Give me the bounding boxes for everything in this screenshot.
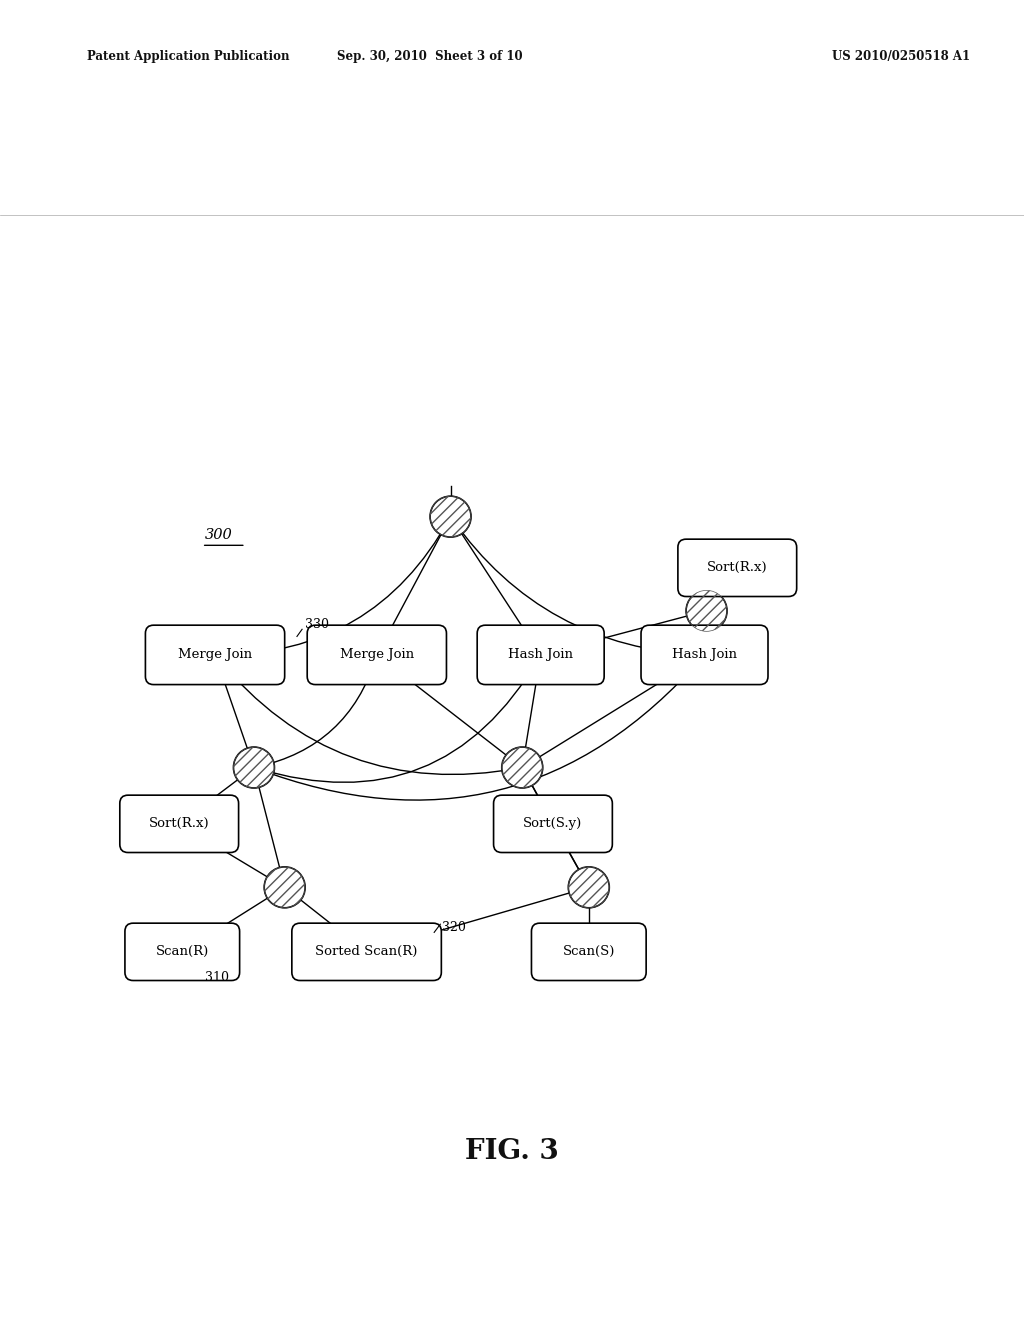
Text: 310: 310: [205, 972, 228, 985]
FancyArrowPatch shape: [524, 656, 702, 766]
Circle shape: [686, 590, 727, 631]
Text: Merge Join: Merge Join: [178, 648, 252, 661]
Text: Hash Join: Hash Join: [508, 648, 573, 661]
Circle shape: [430, 496, 471, 537]
Text: 320: 320: [442, 921, 466, 935]
FancyBboxPatch shape: [494, 795, 612, 853]
FancyArrowPatch shape: [453, 519, 701, 655]
FancyBboxPatch shape: [292, 923, 441, 981]
Circle shape: [502, 747, 543, 788]
Text: Hash Join: Hash Join: [672, 648, 737, 661]
Text: FIG. 3: FIG. 3: [465, 1138, 559, 1164]
Circle shape: [233, 747, 274, 788]
FancyBboxPatch shape: [145, 626, 285, 685]
FancyBboxPatch shape: [531, 923, 646, 981]
Text: Sort(R.x): Sort(R.x): [148, 817, 210, 830]
FancyArrowPatch shape: [216, 657, 253, 764]
FancyBboxPatch shape: [307, 626, 446, 685]
Text: Patent Application Publication: Patent Application Publication: [87, 50, 290, 63]
FancyBboxPatch shape: [125, 923, 240, 981]
FancyArrowPatch shape: [257, 657, 376, 767]
Text: Merge Join: Merge Join: [340, 648, 414, 661]
Circle shape: [568, 867, 609, 908]
Text: Sort(S.y): Sort(S.y): [523, 817, 583, 830]
Text: Sort(R.x): Sort(R.x): [707, 561, 768, 574]
FancyArrowPatch shape: [217, 657, 519, 775]
Text: 330: 330: [305, 618, 329, 631]
Text: Scan(S): Scan(S): [562, 945, 615, 958]
Text: 300: 300: [205, 528, 232, 543]
Text: Sep. 30, 2010  Sheet 3 of 10: Sep. 30, 2010 Sheet 3 of 10: [337, 50, 523, 63]
Text: Sorted Scan(R): Sorted Scan(R): [315, 945, 418, 958]
Text: Scan(R): Scan(R): [156, 945, 209, 958]
FancyBboxPatch shape: [477, 626, 604, 685]
FancyArrowPatch shape: [257, 657, 702, 800]
Circle shape: [264, 867, 305, 908]
FancyArrowPatch shape: [257, 657, 540, 783]
FancyArrowPatch shape: [218, 519, 450, 655]
FancyBboxPatch shape: [120, 795, 239, 853]
Text: US 2010/0250518 A1: US 2010/0250518 A1: [833, 50, 970, 63]
FancyBboxPatch shape: [678, 539, 797, 597]
FancyBboxPatch shape: [641, 626, 768, 685]
